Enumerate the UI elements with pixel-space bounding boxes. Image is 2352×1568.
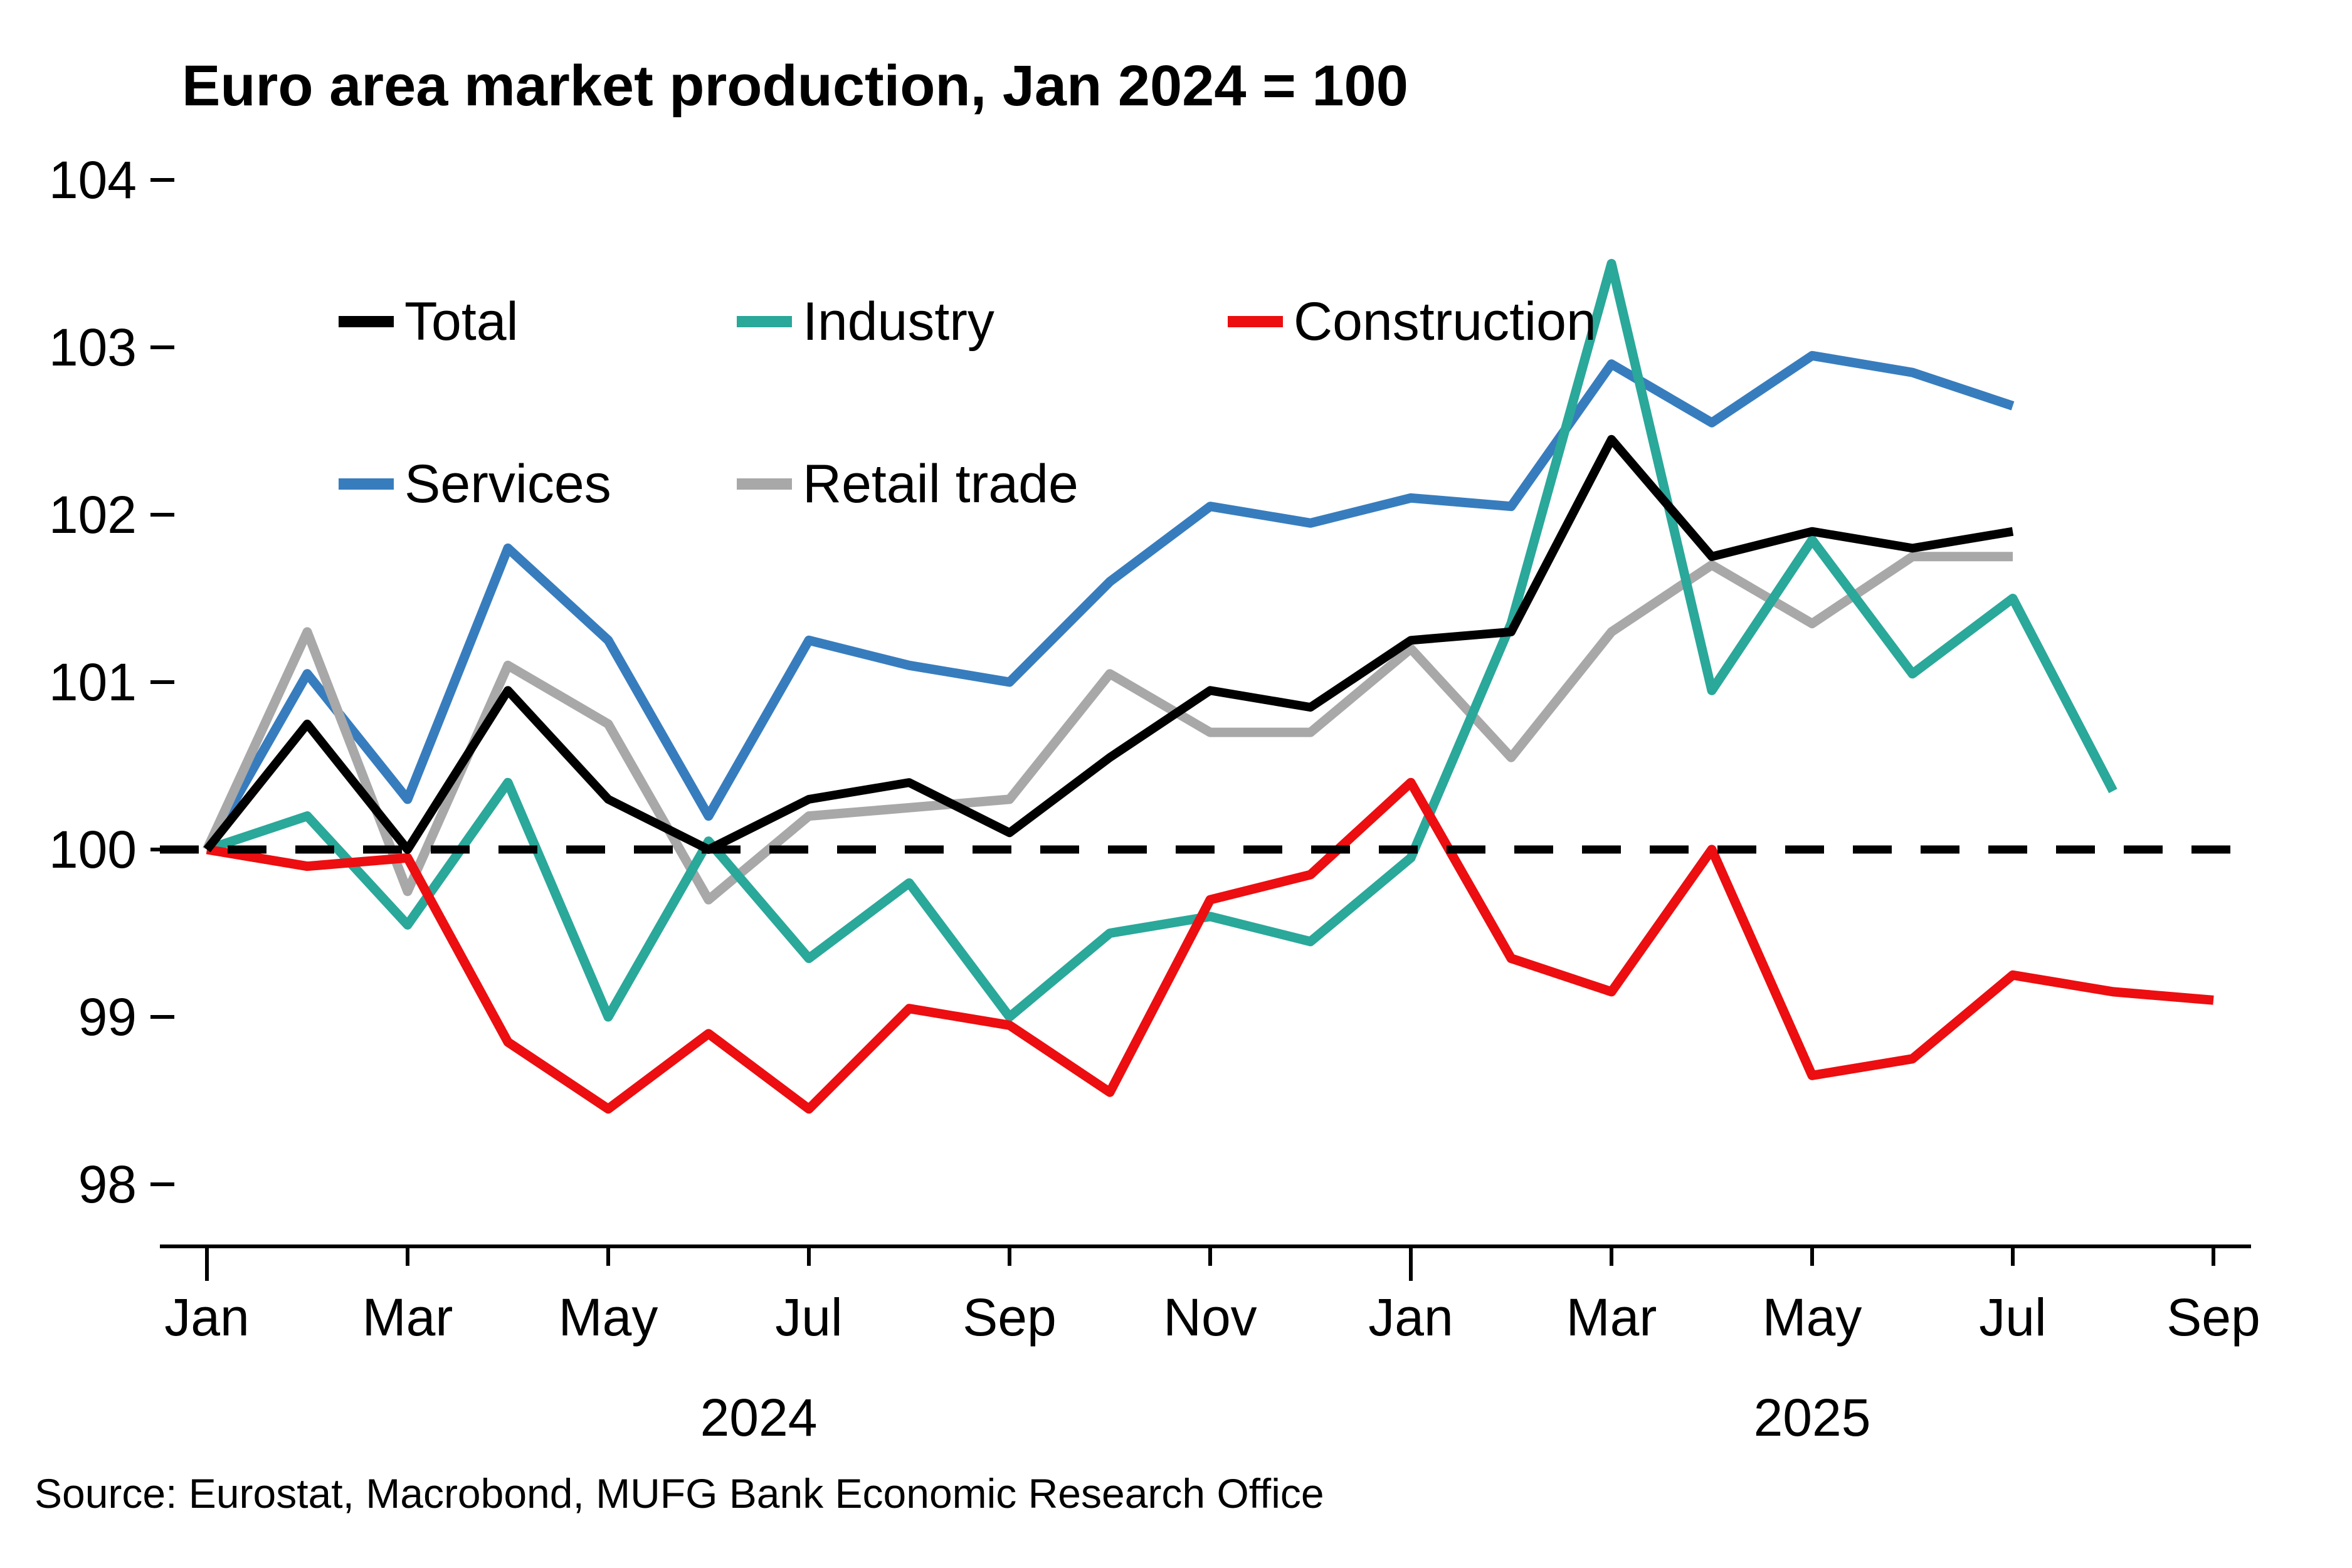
y-tick-mark [150, 178, 174, 182]
legend-swatch [737, 316, 792, 327]
y-tick-label: 103 [49, 318, 137, 377]
x-tick-mark [2212, 1244, 2215, 1266]
legend-label: Construction [1294, 292, 1596, 352]
x-tick-mark [1610, 1244, 1613, 1266]
legend-label: Retail trade [803, 454, 1078, 514]
x-tick-mark [1810, 1244, 1814, 1266]
x-tick-mark [1208, 1244, 1212, 1266]
x-tick-mark [2011, 1244, 2015, 1266]
x-tick-label: May [1763, 1288, 1862, 1347]
series-line-industry [205, 259, 2117, 1022]
x-tick-mark [205, 1244, 209, 1281]
legend-item-services: Services [339, 454, 611, 514]
y-tick-label: 104 [49, 150, 137, 209]
x-axis: Jan Mar May Jul Sep Nov Jan Mar May Jul Sep 2024 202… [160, 1244, 2260, 1447]
x-tick-mark [1409, 1244, 1413, 1281]
x-tick-mark [406, 1244, 409, 1266]
legend-swatch [737, 478, 792, 490]
legend-label: Services [404, 454, 611, 514]
x-tick-label: May [559, 1288, 658, 1347]
legend-swatch [1228, 316, 1283, 327]
y-tick-mark [150, 345, 174, 349]
legend: Total Industry Construction Services Retail … [339, 292, 1596, 514]
legend-label: Total [404, 292, 519, 352]
legend-item-industry: Industry [737, 292, 994, 352]
x-tick-label: Jan [164, 1288, 249, 1347]
source-note: Source: Eurostat, Macrobond, MUFG Bank E… [34, 1470, 1324, 1517]
y-tick-mark [150, 1182, 174, 1186]
legend-swatch [339, 478, 394, 490]
x-tick-label: Sep [962, 1288, 1056, 1347]
y-tick-label: 101 [49, 653, 137, 712]
x-tick-mark [1008, 1244, 1011, 1266]
series-line-total [203, 434, 2014, 854]
y-tick-mark [150, 513, 174, 517]
x-tick-label: Jul [775, 1288, 842, 1347]
series-line-retail-trade [203, 552, 2013, 905]
legend-label: Industry [803, 292, 994, 352]
series-line-construction [206, 777, 2214, 1114]
y-tick-mark [150, 1015, 174, 1019]
x-tick-mark [606, 1244, 610, 1266]
x-tick-label: Jul [1979, 1288, 2046, 1347]
y-tick-label: 100 [49, 820, 137, 879]
x-year-label: 2025 [1754, 1388, 1871, 1447]
x-axis-line [160, 1244, 2251, 1248]
y-axis: 98 99 100 101 102 103 104 [49, 150, 174, 1214]
x-tick-label: Mar [1566, 1288, 1657, 1347]
legend-item-total: Total [339, 292, 519, 352]
y-tick-label: 99 [78, 987, 137, 1046]
legend-swatch [339, 316, 394, 327]
x-year-label: 2024 [700, 1388, 818, 1447]
y-tick-mark [150, 680, 174, 684]
x-tick-label: Sep [2166, 1288, 2260, 1347]
series-line-services [203, 350, 2015, 852]
x-tick-label: Mar [362, 1288, 453, 1347]
x-tick-mark [807, 1244, 811, 1266]
x-tick-label: Jan [1368, 1288, 1453, 1347]
y-tick-label: 98 [78, 1155, 137, 1214]
chart-title: Euro area market production, Jan 2024 = … [182, 54, 1408, 118]
series-lines [160, 259, 2251, 1114]
y-tick-label: 102 [49, 485, 137, 544]
legend-item-construction: Construction [1228, 292, 1596, 352]
legend-item-retail-trade: Retail trade [737, 454, 1078, 514]
x-tick-label: Nov [1163, 1288, 1257, 1347]
